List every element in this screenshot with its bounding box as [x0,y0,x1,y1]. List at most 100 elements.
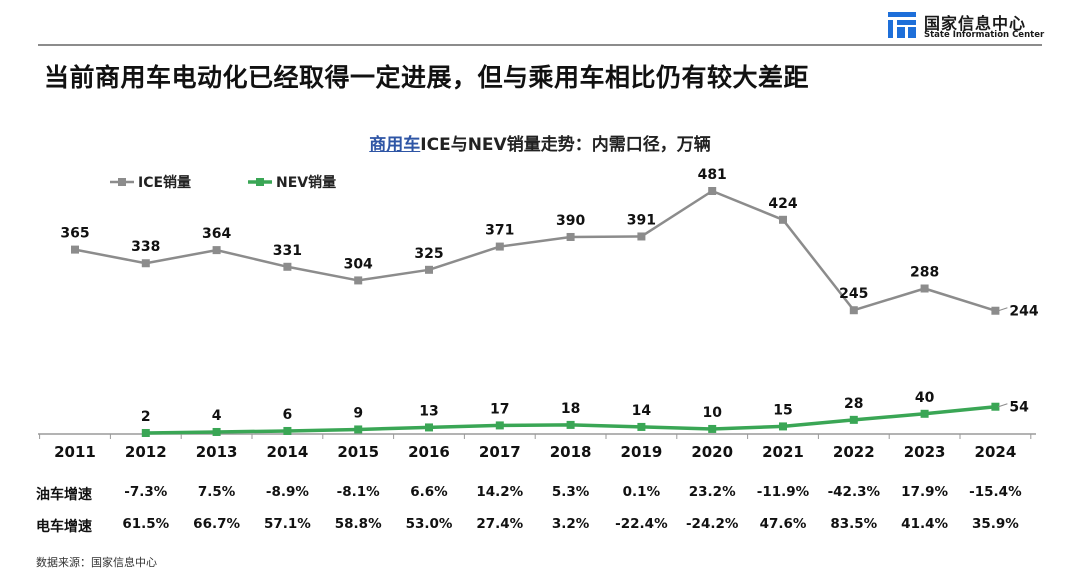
data-label-nev: 13 [419,403,438,419]
data-label-ice: 288 [910,265,939,281]
data-point-ice [566,232,575,241]
series-line-ice [74,189,996,312]
data-label-nev: 28 [844,396,863,412]
x-tick-label: 2017 [479,443,521,461]
data-point-nev [354,425,363,434]
data-point-nev [141,428,150,437]
logo-chinese-name: 国家信息中心 [924,14,1027,33]
growth-row: 电车增速 61.5% 66.7% 57.1% 58.8% 53.0% 27.4% 3.2% -2… [0,516,1080,538]
data-point-ice [637,232,646,241]
data-label-ice: 338 [131,239,160,255]
legend-marker [256,178,264,186]
data-label-ice: 331 [273,243,302,259]
x-tick-label: 2014 [267,443,309,461]
growth-cell: 58.8% [334,516,382,532]
data-point-ice [425,265,433,274]
header-divider [38,44,1042,46]
growth-cell: -8.9% [265,484,309,500]
growth-cell: 41.4% [901,516,949,532]
data-label-ice: 325 [414,246,443,262]
data-point-ice [354,276,363,285]
data-point-ice [71,245,79,254]
logo-english-name: State Information Center [924,30,1045,40]
growth-cell: -11.9% [756,484,810,500]
growth-cell: 0.1% [622,484,661,500]
data-source-note: 数据来源：国家信息中心 [36,556,157,569]
data-point-nev [637,422,646,431]
data-label-leader [998,403,1008,408]
legend-marker [118,178,126,186]
data-label-ice: 244 [1009,304,1038,320]
data-point-ice [920,284,929,293]
x-tick-label: 2024 [975,443,1017,461]
data-point-ice [991,306,1000,315]
data-label-nev: 9 [353,405,363,421]
x-tick-label: 2022 [833,443,875,461]
data-point-ice [212,246,221,255]
data-label-nev: 17 [490,401,509,417]
growth-cell: -22.4% [615,516,668,532]
x-tick-label: 2018 [550,443,592,461]
data-point-nev [779,422,787,431]
logo: 国家信息中心 State Information Center [888,10,1068,44]
growth-cell: 23.2% [688,484,736,500]
x-tick-label: 2021 [762,443,804,461]
state-information-center-logo-icon [888,12,916,38]
data-label-ice: 245 [839,286,868,302]
growth-cell: 66.7% [193,516,241,532]
growth-cell: -8.1% [336,484,380,500]
data-label-ice: 424 [768,196,797,212]
data-label-ice: 365 [60,226,89,242]
data-point-ice [779,215,787,224]
growth-row: 油车增速 -7.3% 7.5% -8.9% -8.1% 6.6% 14.2% 5.3% 0.1%… [0,484,1080,506]
x-tick-label: 2016 [408,443,450,461]
data-point-nev [991,402,1000,411]
growth-cell: 61.5% [122,516,170,532]
data-point-nev [708,424,717,433]
data-label-nev: 10 [702,405,722,421]
data-label-nev: 54 [1009,400,1029,416]
data-point-ice [141,259,150,268]
data-label-ice: 371 [485,223,514,239]
legend-label: NEV销量 [276,174,336,191]
data-label-nev: 4 [212,408,222,424]
data-point-ice [849,306,858,315]
data-point-ice [283,262,292,271]
data-label-ice: 391 [627,212,656,228]
data-point-nev [495,421,504,430]
data-label-nev: 15 [773,402,792,418]
data-label-nev: 18 [561,401,580,417]
data-point-nev [283,426,292,435]
growth-cell: 47.6% [759,516,807,532]
x-tick-label: 2019 [621,443,663,461]
growth-cell: 17.9% [901,484,949,500]
page-headline: 当前商用车电动化已经取得一定进展，但与乘用车相比仍有较大差距 [44,63,810,92]
data-point-ice [708,187,717,195]
chart-title-highlight: 商用车 [369,135,421,155]
data-label-ice: 481 [698,167,727,183]
growth-cell: -24.2% [685,516,739,532]
growth-row-label: 油车增速 [36,487,92,503]
x-tick-label: 2012 [125,443,167,461]
x-tick-label: 2023 [904,443,946,461]
data-label-nev: 40 [915,390,935,406]
data-point-nev [920,409,929,418]
growth-cell: 5.3% [551,484,590,500]
data-label-nev: 14 [632,403,652,419]
data-label-ice: 304 [344,256,373,272]
growth-cell: 53.0% [405,516,453,532]
growth-cell: -15.4% [969,484,1022,500]
growth-cell: 27.4% [476,516,524,532]
growth-cell: 14.2% [476,484,524,500]
line-chart: 2011 2012 2013 2014 2015 2016 2017 2018 2019 2020… [38,167,1039,461]
x-tick-label: 2015 [337,443,379,461]
growth-row-label: 电车增速 [36,519,92,535]
chart-title: 商用车ICE与NEV销量走势：内需口径，万辆 [0,130,1080,155]
x-tick-label: 2020 [691,443,733,461]
growth-cell: 35.9% [971,516,1019,532]
data-point-nev [212,427,221,436]
data-label-nev: 2 [141,409,151,425]
growth-cell: 57.1% [263,516,311,532]
growth-cell: -42.3% [827,484,881,500]
x-tick-label: 2013 [196,443,238,461]
